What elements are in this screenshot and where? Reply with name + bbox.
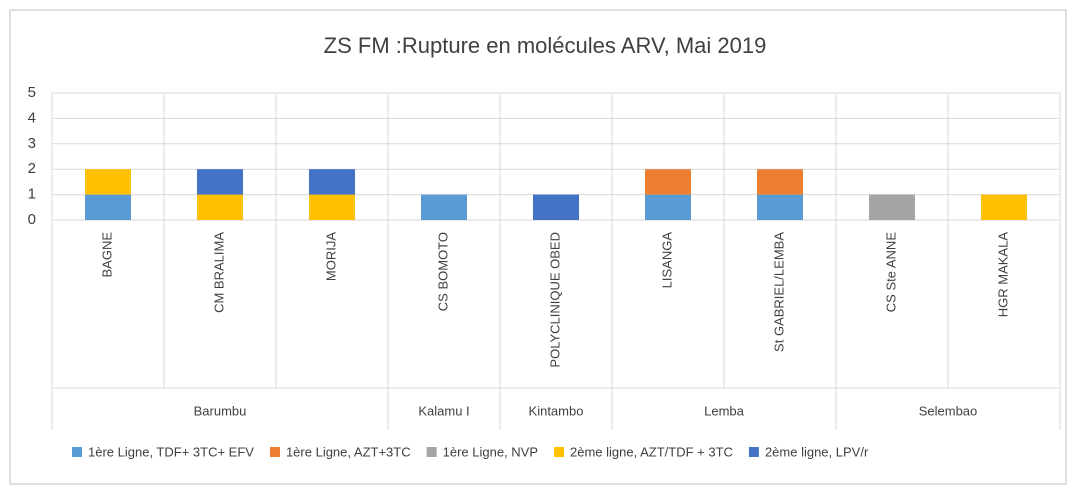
bar-segment [309,169,355,195]
legend-label: 1ère Ligne, TDF+ 3TC+ EFV [88,444,254,459]
bar-segment [645,169,691,195]
group-label: Kintambo [529,403,584,418]
x-tick-label: St GABRIEL/LEMBA [771,232,786,352]
legend-swatch [554,447,565,457]
chart-border [9,9,1067,485]
y-tick-label: 2 [28,160,36,177]
bar-segment [757,169,803,195]
legend-label: 1ère Ligne, NVP [443,444,538,459]
x-tick-label: MORIJA [323,232,338,281]
y-tick-label: 0 [28,211,36,228]
group-label: Barumbu [194,403,247,418]
chart-title: ZS FM :Rupture en molécules ARV, Mai 201… [324,33,767,58]
bar-segment [869,194,915,220]
group-label: Kalamu I [418,403,469,418]
x-tick-label: CM BRALIMA [211,232,226,313]
legend-swatch [426,447,437,457]
bar-segment [85,169,131,195]
group-label: Selembao [919,403,978,418]
y-tick-label: 3 [28,135,36,152]
bar-segment [309,194,355,220]
legend-swatch [269,447,280,457]
bar-segment [85,194,131,220]
y-tick-label: 4 [28,109,36,126]
x-tick-label: HGR MAKALA [995,232,1010,318]
x-tick-label: CS BOMOTO [435,232,450,311]
x-tick-label: POLYCLINIQUE OBED [547,232,562,368]
y-tick-label: 1 [28,186,36,203]
bar-segment [421,194,467,220]
group-label: Lemba [704,403,745,418]
y-tick-label: 5 [28,84,36,101]
bar-segment [645,194,691,220]
x-tick-label: BAGNE [99,232,114,278]
bar-segment [981,194,1027,220]
legend-swatch [72,447,82,457]
bar-segment [197,194,243,220]
legend-label: 2ème ligne, AZT/TDF + 3TC [570,444,733,459]
x-tick-label: CS Ste ANNE [883,232,898,313]
bar-segment [757,194,803,220]
bar-segment [533,194,579,220]
bar-segment [197,169,243,195]
legend-label: 2ème ligne, LPV/r [765,444,869,459]
x-tick-label: LISANGA [659,232,674,289]
legend-label: 1ère Ligne, AZT+3TC [286,444,411,459]
legend-swatch [748,447,759,457]
